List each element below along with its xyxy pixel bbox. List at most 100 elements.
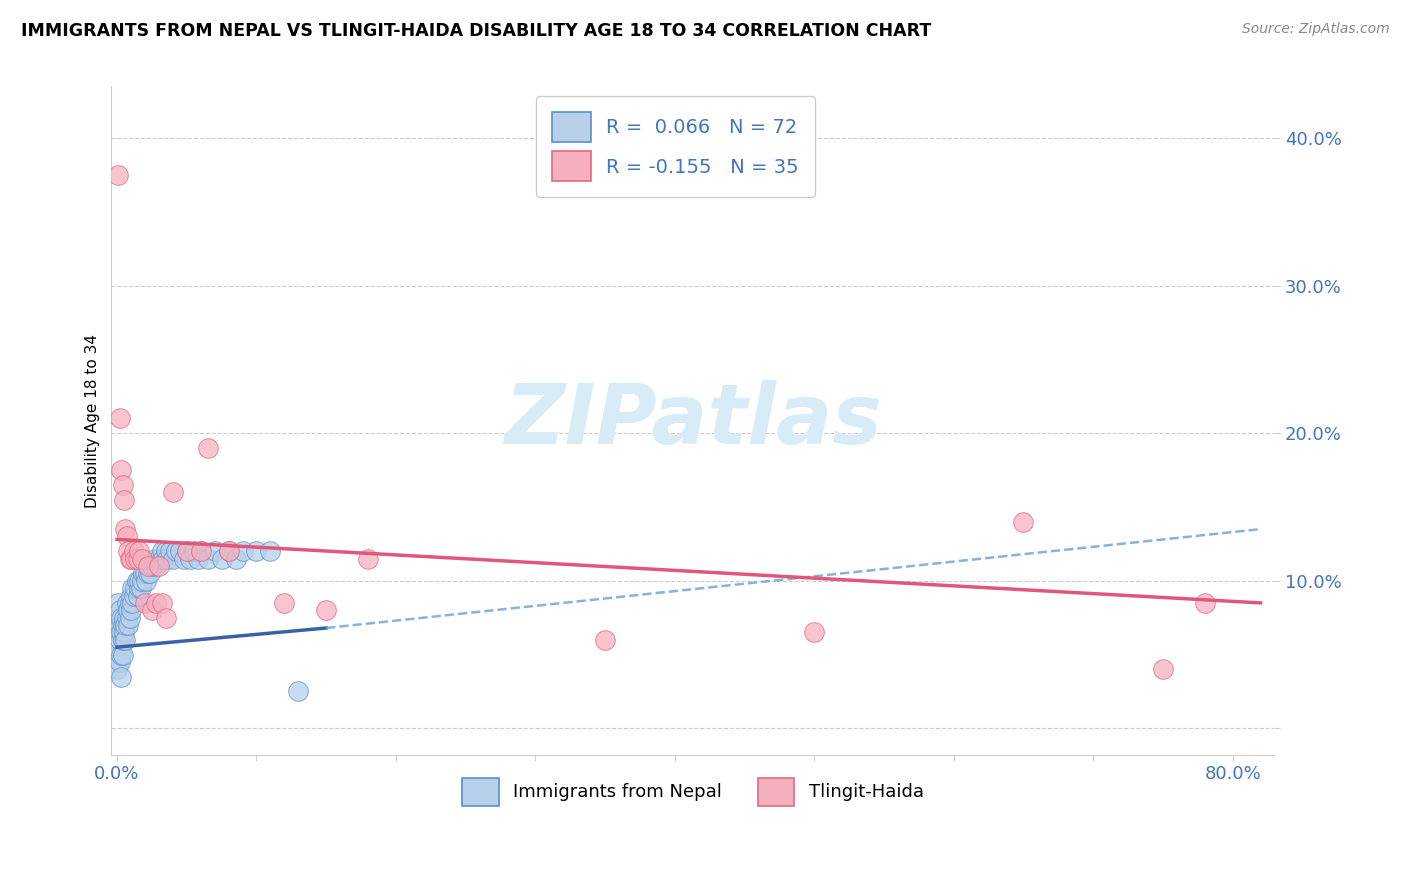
- Point: [125, 574, 148, 588]
- Point: [115, 610, 138, 624]
- Point: [105, 662, 128, 676]
- Point: [112, 610, 135, 624]
- Point: [593, 632, 616, 647]
- Point: [135, 574, 157, 588]
- Point: [136, 559, 159, 574]
- Point: [128, 574, 150, 588]
- Legend: Immigrants from Nepal, Tlingit-Haida: Immigrants from Nepal, Tlingit-Haida: [456, 771, 931, 813]
- Point: [129, 581, 152, 595]
- Point: [124, 551, 146, 566]
- Point: [152, 551, 174, 566]
- Point: [122, 544, 145, 558]
- Point: [121, 581, 143, 595]
- Point: [156, 551, 179, 566]
- Point: [107, 610, 129, 624]
- Point: [1152, 662, 1174, 676]
- Point: [179, 551, 201, 566]
- Point: [1012, 515, 1035, 529]
- Point: [148, 559, 170, 574]
- Point: [111, 648, 134, 662]
- Point: [204, 544, 226, 558]
- Point: [107, 640, 129, 655]
- Y-axis label: Disability Age 18 to 34: Disability Age 18 to 34: [86, 334, 100, 508]
- Point: [117, 603, 139, 617]
- Point: [108, 603, 131, 617]
- Point: [173, 551, 195, 566]
- Text: ZIPatlas: ZIPatlas: [503, 380, 882, 461]
- Point: [110, 670, 132, 684]
- Point: [231, 544, 253, 558]
- Point: [108, 618, 131, 632]
- Point: [110, 610, 132, 624]
- Point: [138, 559, 160, 574]
- Point: [143, 551, 166, 566]
- Point: [162, 551, 184, 566]
- Point: [259, 544, 281, 558]
- Point: [128, 544, 150, 558]
- Point: [176, 544, 198, 558]
- Point: [107, 625, 129, 640]
- Point: [162, 485, 184, 500]
- Point: [176, 544, 198, 558]
- Point: [112, 625, 135, 640]
- Point: [218, 544, 240, 558]
- Point: [128, 581, 150, 595]
- Point: [107, 596, 129, 610]
- Point: [315, 603, 337, 617]
- Point: [1194, 596, 1216, 610]
- Point: [118, 596, 141, 610]
- Point: [190, 544, 212, 558]
- Point: [110, 625, 132, 640]
- Point: [115, 596, 138, 610]
- Point: [115, 529, 138, 543]
- Point: [108, 632, 131, 647]
- Point: [117, 544, 139, 558]
- Point: [165, 544, 187, 558]
- Point: [150, 544, 173, 558]
- Point: [120, 603, 142, 617]
- Text: Source: ZipAtlas.com: Source: ZipAtlas.com: [1241, 22, 1389, 37]
- Point: [190, 544, 212, 558]
- Point: [159, 544, 181, 558]
- Point: [108, 655, 131, 669]
- Point: [131, 551, 153, 566]
- Point: [110, 648, 132, 662]
- Text: IMMIGRANTS FROM NEPAL VS TLINGIT-HAIDA DISABILITY AGE 18 TO 34 CORRELATION CHART: IMMIGRANTS FROM NEPAL VS TLINGIT-HAIDA D…: [21, 22, 931, 40]
- Point: [112, 492, 135, 507]
- Point: [197, 441, 219, 455]
- Point: [111, 618, 134, 632]
- Point: [155, 610, 177, 624]
- Point: [117, 618, 139, 632]
- Point: [155, 544, 177, 558]
- Point: [134, 596, 156, 610]
- Point: [150, 596, 173, 610]
- Point: [114, 632, 136, 647]
- Point: [120, 551, 142, 566]
- Point: [197, 551, 219, 566]
- Point: [141, 603, 163, 617]
- Point: [131, 574, 153, 588]
- Point: [287, 684, 309, 698]
- Point: [118, 551, 141, 566]
- Point: [139, 566, 162, 581]
- Point: [145, 559, 167, 574]
- Point: [122, 589, 145, 603]
- Point: [141, 559, 163, 574]
- Point: [124, 581, 146, 595]
- Point: [134, 566, 156, 581]
- Point: [187, 551, 209, 566]
- Point: [211, 551, 233, 566]
- Point: [148, 551, 170, 566]
- Point: [218, 544, 240, 558]
- Point: [132, 566, 155, 581]
- Point: [127, 551, 149, 566]
- Point: [169, 544, 191, 558]
- Point: [183, 544, 205, 558]
- Point: [107, 168, 129, 182]
- Point: [110, 463, 132, 477]
- Point: [114, 618, 136, 632]
- Point: [118, 610, 141, 624]
- Point: [120, 589, 142, 603]
- Point: [145, 596, 167, 610]
- Point: [111, 478, 134, 492]
